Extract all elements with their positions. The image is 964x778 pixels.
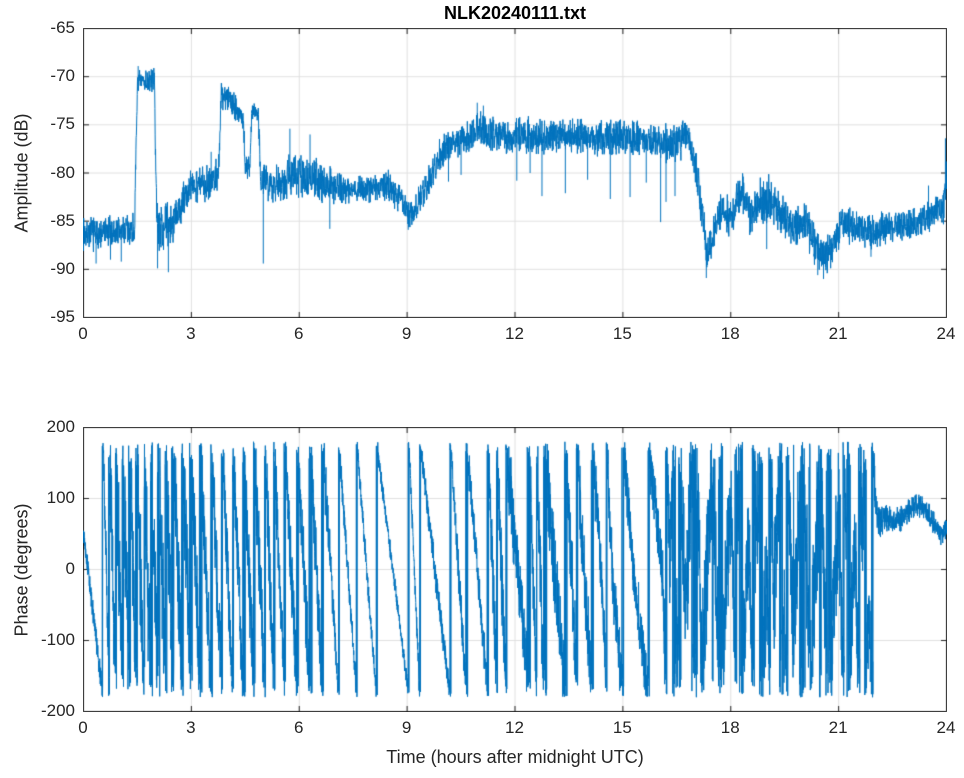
tick-label: 12 xyxy=(505,324,524,343)
tick-label: 9 xyxy=(401,324,412,343)
tick-label: -85 xyxy=(50,210,75,230)
tick-label: 18 xyxy=(720,718,740,737)
tick-label: 100 xyxy=(46,488,75,507)
tick-label: 3 xyxy=(186,718,196,737)
tick-label: 15 xyxy=(612,324,632,343)
tick-label: 24 xyxy=(936,718,956,737)
amplitude-plot-canvas xyxy=(83,28,947,318)
tick-label: 15 xyxy=(612,718,632,737)
tick-label: 0 xyxy=(78,718,88,737)
tick-label: 21 xyxy=(828,324,848,343)
tick-label: -100 xyxy=(40,630,75,649)
tick-label: 0 xyxy=(65,559,75,578)
tick-label: 6 xyxy=(294,324,304,343)
tick-label: -65 xyxy=(50,18,75,37)
tick-label: -80 xyxy=(50,162,75,182)
tick-label: -95 xyxy=(50,307,75,326)
tick-label: 12 xyxy=(505,718,524,737)
tick-label: -75 xyxy=(50,114,75,134)
tick-label: 200 xyxy=(46,417,75,436)
tick-label: -70 xyxy=(50,66,75,86)
phase-plot-canvas xyxy=(83,427,947,712)
figure-title: NLK20240111.txt xyxy=(443,3,587,23)
tick-label: 18 xyxy=(720,324,740,343)
tick-label: 9 xyxy=(401,718,412,737)
tick-label: 6 xyxy=(294,718,304,737)
tick-label: -200 xyxy=(40,701,75,720)
tick-label: 3 xyxy=(186,324,196,343)
tick-label: 24 xyxy=(936,324,956,343)
tick-label: -90 xyxy=(50,258,75,278)
time-x-axis-label: Time (hours after midnight UTC) xyxy=(386,747,644,767)
tick-label: 21 xyxy=(828,718,848,737)
tick-label: 0 xyxy=(78,324,88,343)
